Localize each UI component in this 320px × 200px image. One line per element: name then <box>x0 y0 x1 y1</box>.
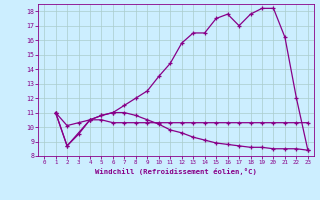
X-axis label: Windchill (Refroidissement éolien,°C): Windchill (Refroidissement éolien,°C) <box>95 168 257 175</box>
